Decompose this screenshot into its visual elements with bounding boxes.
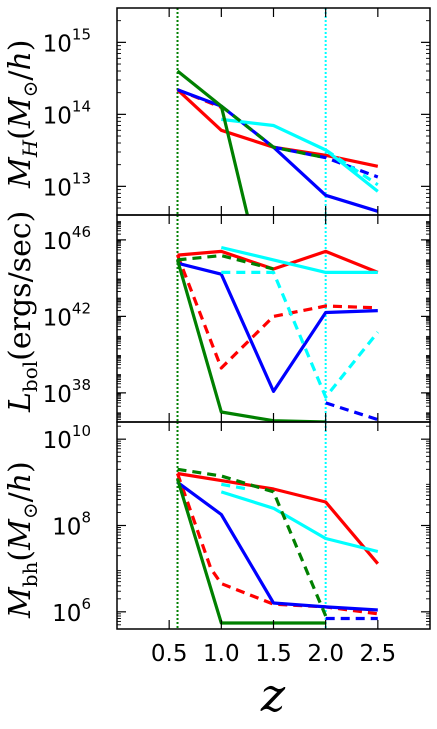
series-line-4 — [220, 490, 379, 554]
y-axis-label-black-hole-mass: Mbh(M⊙/h) — [3, 461, 42, 619]
y-tick-label: 1042 — [43, 299, 91, 331]
series-line-6 — [175, 478, 326, 625]
y-tick-label: 108 — [52, 509, 91, 541]
y-tick-label: 1014 — [43, 97, 91, 129]
series-line-2 — [176, 481, 378, 612]
series-line-5 — [324, 148, 379, 187]
y-tick-label: 1015 — [43, 25, 91, 57]
plot-frame — [116, 7, 431, 216]
series-line-4 — [221, 117, 379, 193]
series-line-5 — [221, 482, 248, 491]
y-tick-label: 1038 — [43, 376, 91, 408]
series-line-2 — [177, 261, 378, 393]
y-tick-label: 106 — [52, 595, 91, 627]
series-line-2 — [176, 88, 379, 213]
x-tick-label: 0.5 — [151, 641, 188, 667]
y-tick-label: 1010 — [43, 422, 91, 454]
series-line-5 — [221, 270, 380, 399]
plot-frame — [116, 421, 431, 630]
x-tick-label: 1.0 — [203, 641, 240, 667]
y-axis-label-luminosity: Lbol(ergs/sec) — [3, 211, 42, 413]
x-tick-label: 1.5 — [255, 641, 292, 667]
y-tick-label: 1046 — [43, 223, 91, 255]
x-tick-label: 2.5 — [360, 641, 397, 667]
y-tick-label: 1013 — [43, 169, 91, 201]
x-axis-label: z — [260, 668, 286, 722]
panel-black-hole-mass: 106 108 1010 0.5 1.0 1.5 2.0 2.5 — [43, 421, 431, 667]
series-line-4 — [220, 245, 378, 274]
series-line-7 — [220, 104, 327, 160]
series-line-0 — [177, 471, 380, 565]
series-line-3 — [325, 401, 379, 422]
panel-halo-mass: 1013 1014 1015 — [43, 7, 431, 216]
series-line-7 — [177, 467, 328, 617]
series-line-1 — [176, 254, 378, 370]
y-axis-label-halo-mass: MH(M⊙/h) — [3, 39, 42, 189]
x-tick-label: 2.0 — [307, 641, 344, 667]
series-line-3 — [273, 145, 379, 179]
series-line-7 — [177, 254, 274, 271]
panel-bolometric-luminosity: 1038 1042 1046 — [43, 214, 431, 423]
